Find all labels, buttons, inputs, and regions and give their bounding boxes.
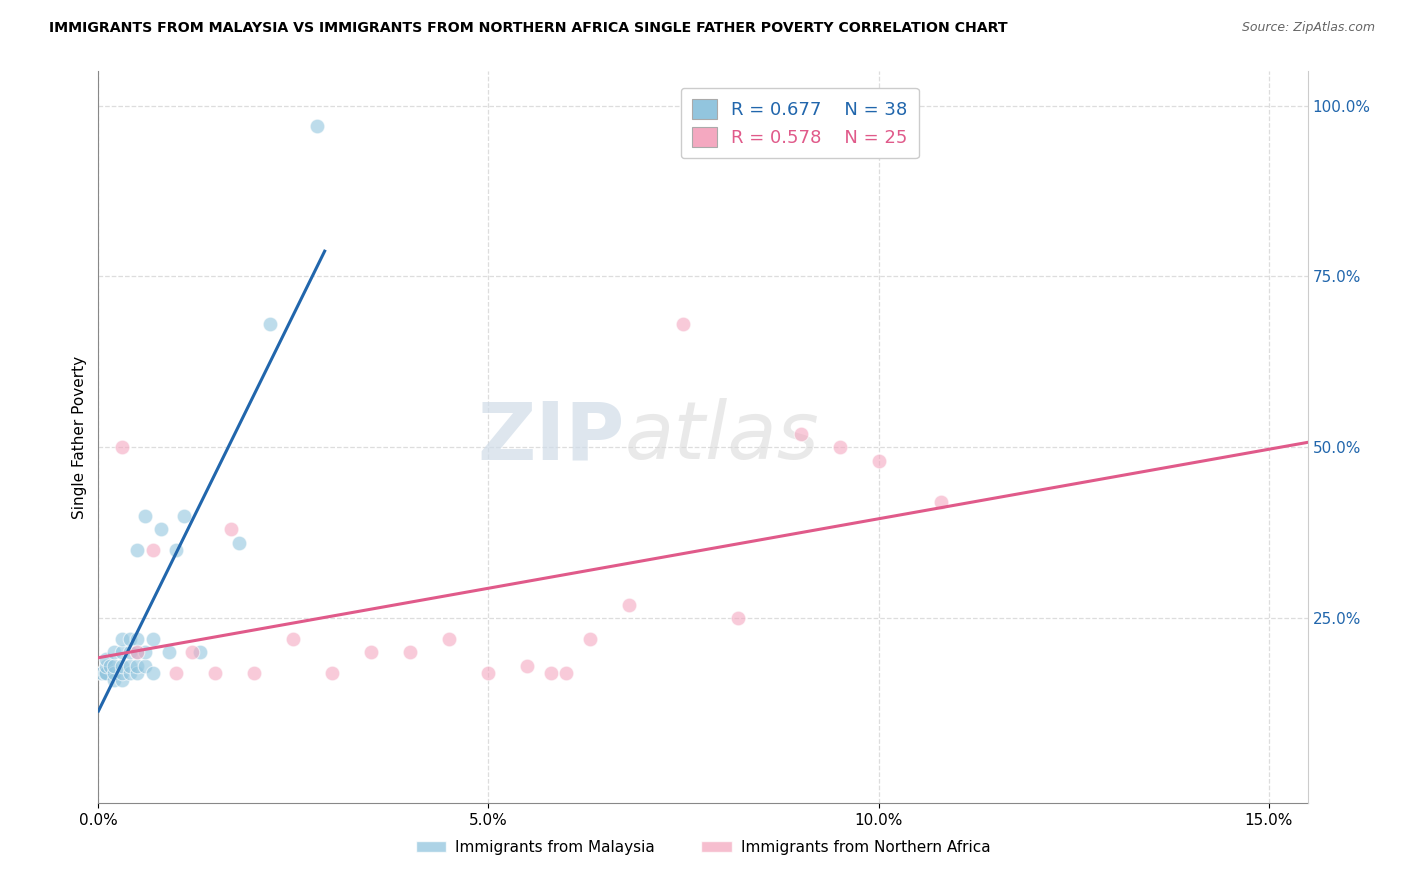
Point bbox=[103, 645, 125, 659]
Point bbox=[127, 645, 149, 659]
Point bbox=[134, 508, 156, 523]
Point bbox=[828, 440, 851, 454]
Point bbox=[111, 632, 134, 646]
Point bbox=[477, 665, 499, 680]
Point bbox=[127, 645, 149, 659]
Point bbox=[111, 659, 134, 673]
Point bbox=[219, 522, 242, 536]
Legend: Immigrants from Malaysia, Immigrants from Northern Africa: Immigrants from Malaysia, Immigrants fro… bbox=[409, 834, 997, 861]
Point bbox=[283, 632, 305, 646]
Point bbox=[540, 665, 562, 680]
Point bbox=[98, 659, 121, 673]
Point bbox=[96, 665, 118, 680]
Point bbox=[111, 440, 134, 454]
Point bbox=[259, 318, 281, 332]
Point bbox=[789, 426, 811, 441]
Point bbox=[617, 598, 640, 612]
Point bbox=[93, 665, 115, 680]
Point bbox=[165, 542, 187, 557]
Point bbox=[868, 454, 890, 468]
Text: atlas: atlas bbox=[624, 398, 820, 476]
Point bbox=[727, 611, 749, 625]
Point bbox=[579, 632, 602, 646]
Point bbox=[228, 536, 250, 550]
Point bbox=[142, 665, 165, 680]
Point bbox=[439, 632, 461, 646]
Point bbox=[165, 665, 187, 680]
Point bbox=[516, 659, 538, 673]
Text: ZIP: ZIP bbox=[477, 398, 624, 476]
Point bbox=[90, 665, 112, 680]
Y-axis label: Single Father Poverty: Single Father Poverty bbox=[72, 356, 87, 518]
Point bbox=[134, 659, 156, 673]
Point bbox=[127, 659, 149, 673]
Point bbox=[118, 665, 141, 680]
Point bbox=[360, 645, 382, 659]
Point bbox=[127, 542, 149, 557]
Point bbox=[929, 495, 952, 509]
Point bbox=[91, 665, 114, 680]
Point bbox=[103, 665, 125, 680]
Point bbox=[149, 522, 172, 536]
Point bbox=[103, 659, 125, 673]
Point bbox=[111, 665, 134, 680]
Point bbox=[142, 632, 165, 646]
Text: IMMIGRANTS FROM MALAYSIA VS IMMIGRANTS FROM NORTHERN AFRICA SINGLE FATHER POVERT: IMMIGRANTS FROM MALAYSIA VS IMMIGRANTS F… bbox=[49, 21, 1008, 35]
Point bbox=[111, 673, 134, 687]
Point bbox=[188, 645, 211, 659]
Point bbox=[96, 659, 118, 673]
Point bbox=[103, 673, 125, 687]
Point bbox=[157, 645, 180, 659]
Point bbox=[118, 632, 141, 646]
Point bbox=[118, 645, 141, 659]
Point bbox=[134, 645, 156, 659]
Point bbox=[118, 659, 141, 673]
Point bbox=[181, 645, 204, 659]
Point bbox=[173, 508, 195, 523]
Point bbox=[204, 665, 226, 680]
Point bbox=[127, 632, 149, 646]
Point bbox=[127, 665, 149, 680]
Point bbox=[243, 665, 266, 680]
Point bbox=[321, 665, 343, 680]
Point bbox=[111, 645, 134, 659]
Point bbox=[96, 652, 118, 666]
Text: Source: ZipAtlas.com: Source: ZipAtlas.com bbox=[1241, 21, 1375, 34]
Point bbox=[399, 645, 422, 659]
Point bbox=[142, 542, 165, 557]
Point bbox=[305, 119, 328, 133]
Point bbox=[672, 318, 695, 332]
Point bbox=[555, 665, 578, 680]
